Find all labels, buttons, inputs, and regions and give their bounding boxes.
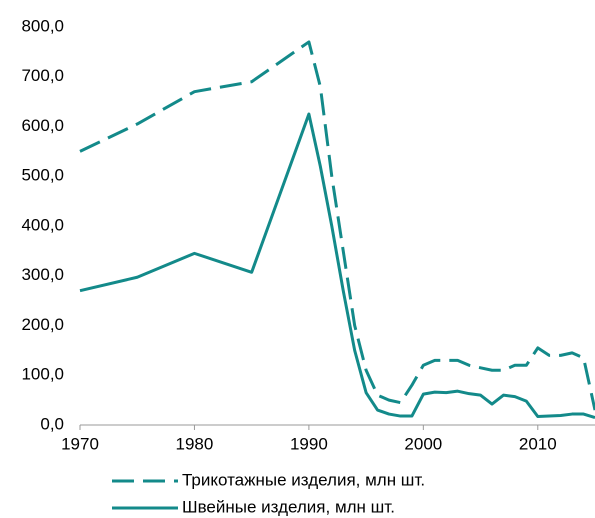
series-line — [79, 40, 595, 411]
series-line — [79, 112, 595, 419]
y-tick-label: 600,0 — [21, 116, 64, 135]
x-tick-label: 1990 — [290, 434, 328, 453]
y-tick-label: 0,0 — [40, 414, 64, 433]
legend-label: Трикотажные изделия, млн шт. — [182, 470, 425, 489]
x-tick-label: 1970 — [61, 434, 99, 453]
y-tick-label: 700,0 — [21, 66, 64, 85]
x-tick-label: 2010 — [519, 434, 557, 453]
x-tick-label: 1980 — [176, 434, 214, 453]
y-tick-label: 500,0 — [21, 166, 64, 185]
x-tick-label: 2000 — [404, 434, 442, 453]
legend-label: Швейные изделия, млн шт. — [182, 497, 395, 516]
y-tick-label: 300,0 — [21, 265, 64, 284]
y-tick-label: 800,0 — [21, 16, 64, 35]
y-tick-label: 200,0 — [21, 315, 64, 334]
y-tick-label: 100,0 — [21, 365, 64, 384]
y-tick-label: 400,0 — [21, 215, 64, 234]
